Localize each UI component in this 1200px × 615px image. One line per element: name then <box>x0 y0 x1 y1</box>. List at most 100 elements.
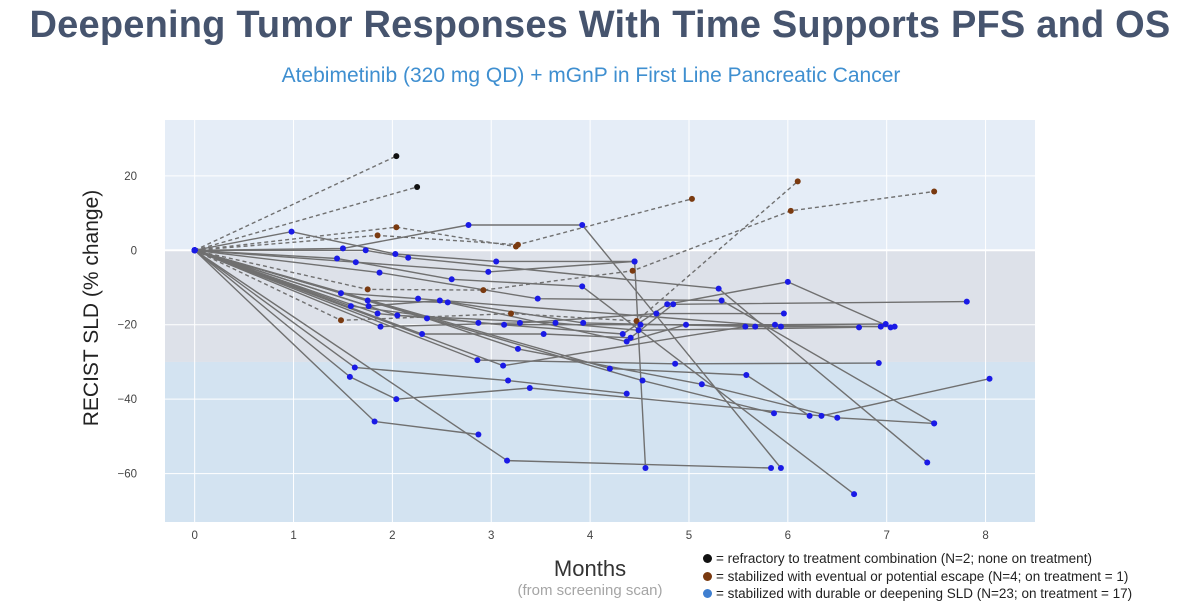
series-line-p14 <box>194 249 967 339</box>
data-point-p18 <box>514 345 521 352</box>
data-point-p19 <box>875 360 882 367</box>
data-point-p1 <box>493 258 500 265</box>
data-point-p22 <box>771 410 777 417</box>
legend: = refractory to treatment combination (N… <box>703 550 1193 603</box>
data-point-p5 <box>715 285 722 292</box>
x-axis-label: Months <box>553 556 627 581</box>
data-point-p3 <box>631 258 638 265</box>
data-point-p16 <box>351 364 358 371</box>
data-point-p14 <box>419 331 426 338</box>
legend-label-escape: = stabilized with eventual or potential … <box>716 568 1129 584</box>
series-line-p15 <box>194 249 990 417</box>
data-point-p7 <box>415 295 422 302</box>
series-line-refractory-1 <box>194 155 397 251</box>
series-points <box>191 153 993 498</box>
data-point-p8 <box>475 319 482 326</box>
data-point-p13 <box>635 327 642 334</box>
data-point-p13 <box>856 324 863 331</box>
data-point-p21 <box>806 412 813 419</box>
data-point-p23 <box>500 362 507 369</box>
data-point-p16 <box>505 377 512 384</box>
data-point-p10 <box>365 303 372 310</box>
data-point-escape-4 <box>794 178 801 185</box>
x-tick-label: 3 <box>488 530 494 542</box>
y-tick-label: 0 <box>131 245 137 257</box>
data-point-p16 <box>623 390 630 397</box>
data-point-p12 <box>377 323 384 330</box>
data-point-p2 <box>465 221 472 228</box>
data-point-escape-3 <box>931 188 938 195</box>
data-point-p4 <box>448 276 455 283</box>
data-point-p6 <box>376 269 383 276</box>
series-line-p16 <box>194 249 627 395</box>
legend-item-durable: = stabilized with durable or deepening S… <box>703 585 1193 603</box>
data-point-p6 <box>718 297 725 304</box>
data-point-p15 <box>986 375 993 382</box>
data-point-refractory-2 <box>414 184 421 190</box>
data-point-p11 <box>637 321 644 328</box>
band-2 <box>165 361 1035 522</box>
data-point-p18 <box>423 315 430 322</box>
data-point-p2 <box>579 221 586 228</box>
data-point-refractory-1 <box>393 153 400 160</box>
data-point-p15 <box>526 385 533 391</box>
data-point-p4 <box>579 283 586 290</box>
data-point-escape-4 <box>508 310 515 317</box>
data-point-p14 <box>627 334 634 341</box>
data-point-p8 <box>784 278 791 285</box>
x-axis-sublabel: (from screening scan) <box>517 582 663 599</box>
data-point-p18 <box>834 414 841 421</box>
data-point-p14 <box>540 331 547 338</box>
x-tick-label: 8 <box>982 530 988 542</box>
x-tick-label: 6 <box>785 530 791 542</box>
y-tick-label: −20 <box>117 320 137 332</box>
data-point-p11 <box>374 310 381 317</box>
data-point-p15 <box>346 373 353 380</box>
series-line-refractory-2 <box>194 186 418 251</box>
data-point-p9 <box>877 323 884 330</box>
plot-bands <box>165 120 1035 522</box>
data-point-p21 <box>606 365 613 372</box>
data-point-p2 <box>777 465 784 472</box>
data-point-escape-3 <box>629 267 636 274</box>
chart-subtitle: Atebimetinib (320 mg QD) + mGnP in First… <box>281 64 901 87</box>
legend-item-escape: = stabilized with eventual or potential … <box>703 568 1193 586</box>
axis-ticks: 0 1 2 3 4 5 6 7 8 20 0 −20 −40 −60 <box>117 171 988 542</box>
y-tick-label: 20 <box>124 171 137 183</box>
data-point-p11 <box>882 320 889 327</box>
data-point-p10 <box>752 323 759 330</box>
data-point-p18 <box>931 420 938 427</box>
data-point-p3 <box>485 268 492 275</box>
x-tick-label: 2 <box>389 530 395 542</box>
data-point-p23 <box>742 323 749 330</box>
data-point-escape-3 <box>480 287 487 294</box>
series-line-p21 <box>194 249 810 417</box>
data-point-p1 <box>288 228 295 235</box>
data-point-p21 <box>743 371 750 378</box>
data-point-p7 <box>337 290 344 297</box>
page-title: Deepening Tumor Responses With Time Supp… <box>29 4 1171 46</box>
x-tick-label: 7 <box>884 530 890 542</box>
data-point-p8 <box>619 331 626 338</box>
data-point-p9 <box>364 297 371 304</box>
data-point-p5 <box>405 254 412 261</box>
data-point-p4 <box>334 255 341 262</box>
data-point-p9 <box>623 338 630 345</box>
data-point-p18 <box>698 381 705 388</box>
data-point-p11 <box>771 321 778 328</box>
data-point-p4 <box>851 491 858 498</box>
data-point-escape-4 <box>633 318 640 324</box>
data-point-p8 <box>347 303 354 310</box>
series-line-escape-3 <box>194 190 935 291</box>
data-point-p6 <box>534 295 541 302</box>
data-point-p5 <box>362 247 369 254</box>
y-tick-label: −60 <box>117 469 137 481</box>
data-point-p19 <box>672 360 679 367</box>
data-point-p22 <box>639 377 646 384</box>
x-tick-label: 4 <box>587 530 594 542</box>
data-point-p15 <box>818 412 825 419</box>
data-point-p14 <box>963 298 970 305</box>
data-point-escape-3 <box>364 286 371 293</box>
data-point-escape-3 <box>787 207 794 214</box>
